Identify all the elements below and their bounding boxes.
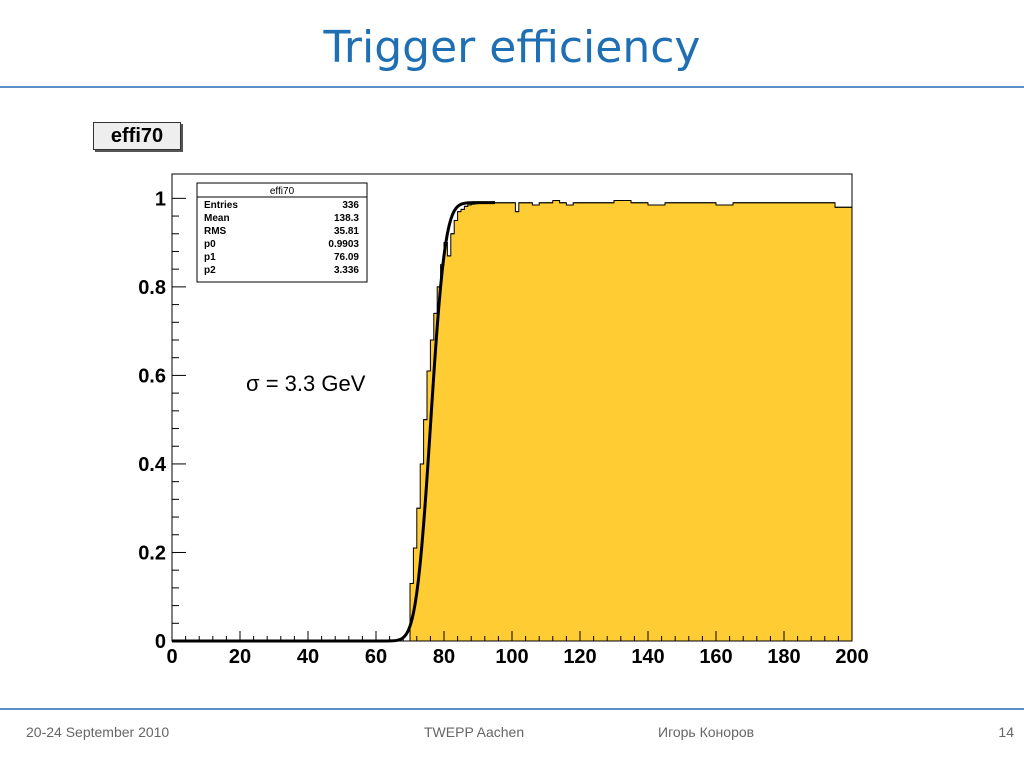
y-tick-label: 1 — [155, 188, 166, 210]
x-tick-label: 20 — [229, 646, 251, 668]
stats-row-name: p1 — [204, 252, 216, 263]
footer-divider — [0, 708, 1024, 710]
stats-box-frame — [196, 182, 368, 283]
x-tick-label: 200 — [835, 646, 868, 668]
stats-box: effi70 Entries 336 Mean 138.3 RMS 35.81 p0 0.99… — [196, 182, 368, 283]
x-tick-label: 100 — [495, 646, 528, 668]
fit-curve — [172, 201, 495, 643]
stats-row-value: 35.81 — [334, 226, 359, 237]
footer-event: TWEPP Aachen — [424, 724, 525, 740]
histogram-fill — [409, 200, 853, 642]
stats-row-value: 3.336 — [334, 265, 359, 276]
stats-row-name: p0 — [204, 239, 216, 250]
y-tick-label: 0.2 — [138, 542, 166, 564]
histogram-name-label: effi70 — [93, 122, 181, 150]
x-tick-label: 0 — [166, 646, 177, 668]
slide-title: Trigger efficiency — [323, 22, 701, 73]
stats-row-value: 76.09 — [334, 252, 359, 263]
stats-box-title: effi70 — [270, 186, 295, 197]
x-tick-label: 60 — [365, 646, 387, 668]
sigma-annotation: σ = 3.3 GeV — [246, 371, 366, 396]
x-tick-label: 120 — [563, 646, 596, 668]
y-tick-label: 0.4 — [138, 454, 167, 476]
stats-row-value: 336 — [342, 200, 359, 211]
footer-author: Игорь Коноров — [658, 724, 755, 740]
y-tick-label: 0.6 — [138, 365, 166, 387]
y-tick-label: 0 — [155, 631, 166, 653]
y-tick-label: 0.8 — [138, 277, 166, 299]
x-tick-label: 180 — [767, 646, 800, 668]
stats-row-value: 0.9903 — [328, 239, 359, 250]
stats-row-name: p2 — [204, 265, 216, 276]
stats-row-name: Mean — [204, 213, 230, 224]
title-divider — [0, 86, 1024, 88]
stats-row-name: Entries — [204, 200, 238, 211]
axis-layer: 0 20 40 60 80 100 120 140 160 180 200 0 0.2 0.4 0.6 0.8… — [138, 188, 869, 668]
page-number: 14 — [998, 724, 1014, 740]
stats-row-value: 138.3 — [334, 213, 359, 224]
plot-layer — [171, 173, 853, 643]
x-tick-label: 160 — [699, 646, 732, 668]
x-tick-label: 80 — [433, 646, 455, 668]
x-tick-label: 40 — [297, 646, 319, 668]
x-tick-label: 140 — [631, 646, 664, 668]
footer-date: 20-24 September 2010 — [26, 724, 170, 740]
stats-row-name: RMS — [204, 226, 227, 237]
